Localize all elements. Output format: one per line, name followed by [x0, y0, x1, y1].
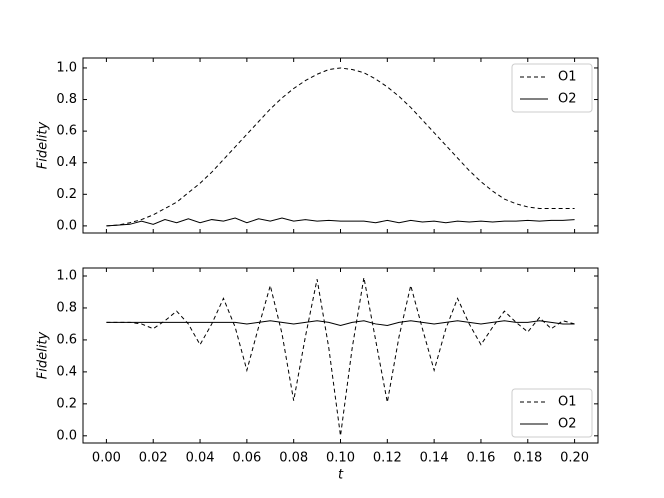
y-tick-label: 0.4 [56, 364, 77, 379]
x-tick-label: 0.12 [373, 451, 402, 466]
x-tick-label: 0.06 [232, 451, 261, 466]
x-tick-label: 0.14 [420, 451, 449, 466]
legend-label: O1 [558, 395, 577, 410]
legend-label: O1 [558, 70, 577, 85]
series-line [106, 320, 575, 327]
y-tick-label: 0.0 [56, 428, 77, 443]
x-tick-label: 0.10 [326, 451, 355, 466]
y-tick-label: 0.2 [56, 187, 77, 202]
y-tick-label: 1.0 [56, 268, 77, 283]
x-tick-label: 0.08 [279, 451, 308, 466]
x-tick-label: 0.02 [139, 451, 168, 466]
y-tick-label: 0.0 [56, 218, 77, 233]
series-line [106, 277, 575, 436]
x-tick-label: 0.20 [560, 451, 589, 466]
y-axis-label: Fidelity [36, 332, 51, 380]
y-axis-label: Fidelity [36, 122, 51, 170]
legend-box [511, 63, 593, 113]
series-line [106, 217, 575, 227]
y-tick-label: 1.0 [56, 60, 77, 75]
y-tick-label: 0.4 [56, 155, 77, 170]
y-tick-label: 0.2 [56, 396, 77, 411]
x-axis-label: t [338, 468, 344, 483]
legend-box [511, 388, 593, 438]
x-tick-label: 0.18 [513, 451, 542, 466]
y-tick-label: 0.8 [56, 300, 77, 315]
legend-label: O2 [558, 417, 577, 432]
x-tick-label: 0.16 [466, 451, 495, 466]
y-tick-label: 0.8 [56, 92, 77, 107]
y-tick-label: 0.6 [56, 124, 77, 139]
y-tick-label: 0.6 [56, 332, 77, 347]
series-line [106, 67, 575, 227]
x-tick-label: 0.00 [92, 451, 121, 466]
x-tick-label: 0.04 [186, 451, 215, 466]
legend-label: O2 [558, 92, 577, 107]
